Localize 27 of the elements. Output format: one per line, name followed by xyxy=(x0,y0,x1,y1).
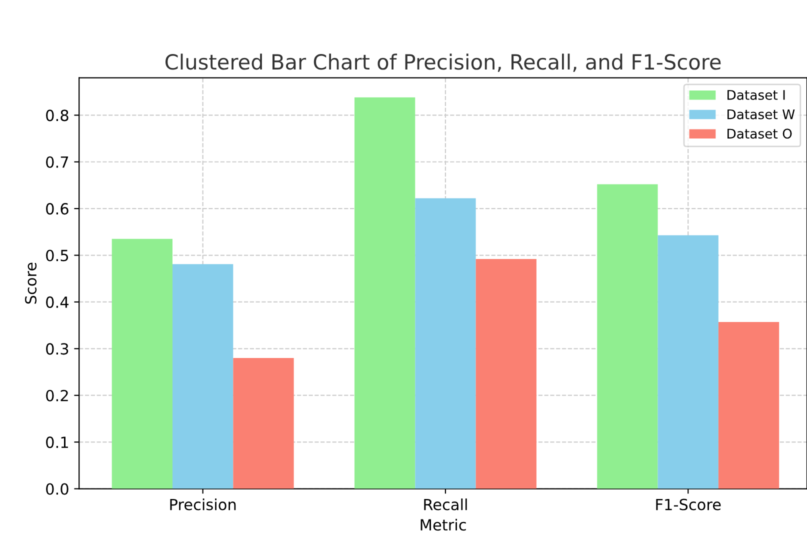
bar xyxy=(718,322,780,489)
bar xyxy=(112,238,172,489)
bar xyxy=(354,97,416,489)
bar xyxy=(233,358,294,489)
y-tick-label: 0.1 xyxy=(46,436,68,448)
x-tick-label: F1-Score xyxy=(656,498,721,510)
legend-label: Dataset O xyxy=(728,128,792,139)
y-tick-label: 0.0 xyxy=(46,483,68,495)
y-tick-label: 0.5 xyxy=(46,250,68,262)
y-tick-label: 0.8 xyxy=(46,110,68,122)
bar xyxy=(415,198,476,489)
y-tick-label: 0.7 xyxy=(46,156,68,168)
legend-label: Dataset W xyxy=(728,109,795,120)
legend-label: Dataset I xyxy=(728,90,785,100)
chart-title: Clustered Bar Chart of Precision, Recall, and F1-Score xyxy=(165,54,721,72)
y-tick-label: 0.3 xyxy=(46,343,68,355)
bar xyxy=(172,264,234,489)
bar xyxy=(597,184,658,489)
y-tick-label: 0.4 xyxy=(46,296,69,308)
y-axis-title: Score xyxy=(24,262,37,304)
x-axis-title: Metric xyxy=(420,518,466,531)
bar xyxy=(658,235,718,489)
y-tick-label: 0.6 xyxy=(46,203,68,215)
y-tick-label: 0.2 xyxy=(46,390,68,402)
bar xyxy=(476,259,536,489)
x-tick-label: Recall xyxy=(424,498,467,510)
x-tick-label: Precision xyxy=(170,498,236,510)
